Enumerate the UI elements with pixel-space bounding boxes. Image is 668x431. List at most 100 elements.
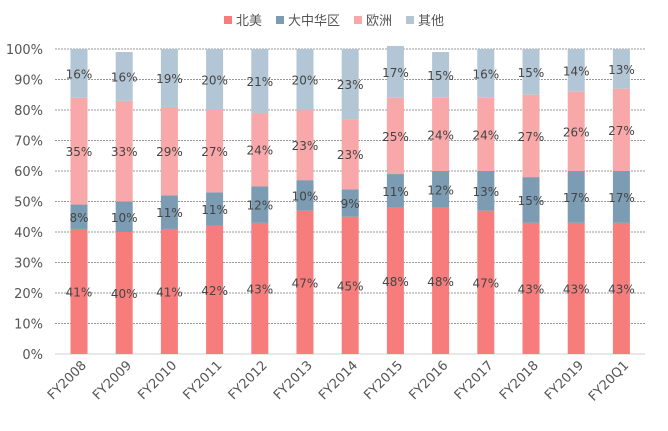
x-tick-label: FY2015: [361, 358, 406, 403]
data-label: 17%: [608, 191, 635, 205]
data-label: 45%: [337, 279, 364, 293]
bar-segment: [296, 180, 314, 211]
x-tick-label: FY2009: [90, 358, 135, 403]
data-label: 29%: [156, 145, 183, 159]
legend-label: 北美: [235, 14, 262, 29]
data-label: 26%: [563, 125, 590, 139]
data-label: 10%: [111, 211, 138, 225]
data-label: 12%: [427, 183, 454, 197]
bar-segment: [296, 110, 314, 181]
bar-segment: [522, 94, 540, 178]
data-label: 24%: [472, 128, 499, 142]
bar-segment: [160, 228, 178, 354]
legend-swatch: [406, 15, 415, 24]
bar-segment: [522, 49, 540, 95]
bar-segment: [612, 88, 630, 171]
legend: 北美 大中华区 欧洲 其他: [0, 10, 668, 29]
data-label: 43%: [563, 282, 590, 296]
y-tick-label: 10%: [14, 318, 43, 333]
legend-label: 大中华区: [287, 14, 340, 29]
bar-segment: [432, 52, 450, 98]
y-tick-label: 70%: [14, 135, 43, 150]
bar-segment: [567, 91, 585, 171]
bar-segment: [160, 195, 178, 229]
bar-segment: [477, 49, 495, 98]
data-label: 16%: [472, 67, 499, 81]
bar-segment: [296, 210, 314, 354]
bar-segment: [386, 207, 404, 354]
x-tick-label: FY20Q1: [586, 358, 632, 404]
bar-segment: [432, 171, 450, 208]
bar-segment: [341, 119, 359, 190]
legend-swatch: [354, 15, 362, 24]
y-tick-label: 100%: [6, 43, 43, 58]
x-tick-label: FY2012: [226, 358, 271, 403]
bar-segment: [160, 106, 178, 196]
x-tick-label: FY2016: [407, 358, 452, 403]
data-label: 27%: [608, 124, 635, 138]
legend-item: 北美: [223, 10, 262, 29]
legend-item: 大中华区: [275, 10, 340, 29]
legend-item: 其他: [406, 10, 444, 29]
data-label: 16%: [66, 67, 93, 81]
bar-segment: [206, 225, 224, 354]
data-label: 10%: [292, 189, 319, 203]
data-label: 11%: [156, 206, 183, 220]
data-label: 19%: [156, 72, 183, 86]
data-label: 16%: [111, 70, 138, 84]
bar-segment: [251, 222, 269, 354]
data-label: 43%: [518, 282, 545, 296]
bar-segment: [70, 97, 88, 205]
data-label: 17%: [382, 66, 409, 80]
x-tick-label: FY2014: [316, 358, 361, 403]
data-label: 47%: [472, 276, 499, 290]
data-label: 41%: [66, 285, 93, 299]
bar-segment: [522, 177, 540, 223]
data-label: 23%: [292, 139, 319, 153]
x-tick-label: FY2013: [271, 358, 316, 403]
data-label: 20%: [292, 74, 319, 88]
data-label: 15%: [427, 69, 454, 83]
y-tick-label: 20%: [14, 287, 43, 302]
data-label: 33%: [111, 145, 138, 159]
bar-segment: [612, 49, 630, 89]
bar-segment: [386, 97, 404, 175]
x-tick-label: FY2011: [181, 358, 226, 403]
bar-segment: [522, 222, 540, 354]
bar-segment: [432, 97, 450, 171]
bar-segment: [477, 97, 495, 171]
data-label: 17%: [563, 191, 590, 205]
data-label: 48%: [427, 275, 454, 289]
data-label: 13%: [608, 63, 635, 77]
legend-label: 其他: [418, 14, 445, 29]
data-label: 43%: [608, 282, 635, 296]
data-label: 20%: [201, 74, 228, 88]
y-tick-label: 30%: [14, 257, 43, 272]
data-label: 9%: [341, 197, 360, 211]
bar-segment: [115, 52, 133, 101]
bar-segment: [567, 222, 585, 354]
bar-segment: [477, 210, 495, 354]
legend-swatch: [275, 15, 284, 24]
data-label: 35%: [66, 145, 93, 159]
data-label: 14%: [563, 64, 590, 78]
bar-segment: [567, 49, 585, 92]
data-label: 24%: [246, 144, 273, 158]
bar-segment: [341, 216, 359, 354]
bar-segment: [251, 186, 269, 223]
bar-segment: [296, 49, 314, 110]
bar-segment: [251, 113, 269, 187]
bar-segment: [341, 189, 359, 217]
data-label: 21%: [246, 75, 273, 89]
bar-segment: [386, 174, 404, 208]
y-tick-label: 90%: [14, 74, 43, 89]
bar-segment: [115, 100, 133, 202]
data-label: 15%: [518, 66, 545, 80]
bar-segment: [115, 232, 133, 354]
x-tick-label: FY2017: [452, 358, 497, 403]
x-tick-label: FY2019: [542, 358, 587, 403]
bar-segment: [206, 49, 224, 110]
data-label: 43%: [246, 282, 273, 296]
bar-segment: [612, 171, 630, 223]
